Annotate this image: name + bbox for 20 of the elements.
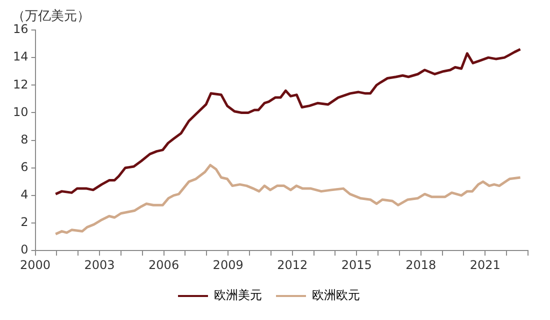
x-tick-label: 2021 [470,258,500,272]
x-tick-label: 2003 [84,258,115,272]
y-axis-title: （万亿美元） [12,8,90,24]
x-tick-label: 2015 [341,258,372,272]
y-tick-label: 10 [12,104,28,119]
y-tick-label: 8 [20,132,28,146]
legend-label: 欧洲美元 [214,288,262,302]
y-tick-label: 14 [12,50,28,64]
y-tick-label: 6 [20,160,28,174]
x-tick-label: 2012 [277,258,308,272]
x-tick-label: 2009 [212,258,244,272]
y-tick-label: 16 [12,22,28,36]
y-tick-label: 0 [20,242,28,257]
y-tick-label: 4 [20,188,28,202]
x-tick-label: 2006 [148,258,180,272]
y-tick-label: 12 [12,77,28,92]
x-tick-label: 2018 [406,258,436,272]
y-tick-label: 2 [20,215,28,230]
legend-label: 欧洲欧元 [312,288,360,302]
x-tick-label: 2000 [20,258,51,272]
